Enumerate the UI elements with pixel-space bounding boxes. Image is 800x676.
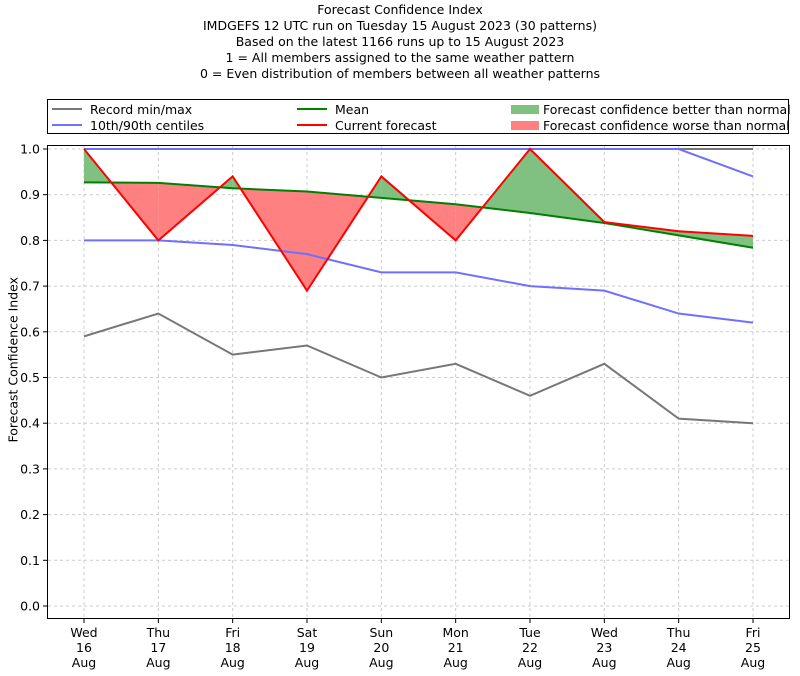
legend-swatch-better xyxy=(511,104,539,114)
x-tick-label-month: Aug xyxy=(518,655,542,670)
legend-swatch-centiles xyxy=(52,124,82,126)
x-tick-label-date: 17 xyxy=(150,640,166,655)
y-tick-label: 0.3 xyxy=(20,461,40,476)
legend-item-current: Current forecast xyxy=(297,117,436,133)
x-tick-label-month: Aug xyxy=(220,655,244,670)
legend-swatch-mean xyxy=(297,108,327,110)
confidence-fills xyxy=(84,149,753,291)
series-line-current-forecast xyxy=(83,147,754,293)
x-tick-label-date: 18 xyxy=(225,640,241,655)
y-tick-label: 0.9 xyxy=(20,187,40,202)
x-ticks: Wed16AugThu17AugFri18AugSat19AugSun20Aug… xyxy=(70,618,765,670)
x-tick-label-day: Sat xyxy=(297,625,318,640)
legend-label-worse: Forecast confidence worse than normal xyxy=(543,117,790,133)
x-tick-label-date: 24 xyxy=(671,640,687,655)
y-tick-label: 0.0 xyxy=(20,599,40,614)
y-tick-label: 1.0 xyxy=(20,142,40,157)
legend-label-record: Record min/max xyxy=(90,101,193,117)
x-tick-label-date: 25 xyxy=(745,640,761,655)
legend-item-mean: Mean xyxy=(297,101,369,117)
legend-swatch-current xyxy=(297,124,327,126)
y-tick-label: 0.6 xyxy=(20,324,40,339)
series-line-record-min xyxy=(83,312,754,425)
x-tick-label-day: Sun xyxy=(369,625,393,640)
chart-legend: Record min/max 10th/90th centiles Mean C… xyxy=(47,99,791,134)
x-tick-label-day: Wed xyxy=(591,625,618,640)
legend-item-better: Forecast confidence better than normal xyxy=(511,101,791,117)
x-tick-label-day: Tue xyxy=(518,625,541,640)
x-tick-label-month: Aug xyxy=(741,655,765,670)
y-tick-label: 0.5 xyxy=(20,370,40,385)
x-tick-label-day: Wed xyxy=(70,625,97,640)
x-tick-label-month: Aug xyxy=(369,655,393,670)
x-tick-label-day: Thu xyxy=(666,625,690,640)
legend-swatch-worse xyxy=(511,120,539,130)
legend-item-worse: Forecast confidence worse than normal xyxy=(511,117,790,133)
x-tick-label-month: Aug xyxy=(295,655,319,670)
x-tick-label-date: 21 xyxy=(448,640,464,655)
chart-subtitle-4: 0 = Even distribution of members between… xyxy=(199,66,601,81)
y-tick-label: 0.8 xyxy=(20,233,40,248)
chart-title-block: Forecast Confidence Index IMDGEFS 12 UTC… xyxy=(0,2,800,82)
legend-label-better: Forecast confidence better than normal xyxy=(543,101,791,117)
series-line-10th-centile xyxy=(84,239,754,324)
series-lines xyxy=(83,147,754,425)
x-tick-label-day: Mon xyxy=(442,625,468,640)
x-tick-label-date: 16 xyxy=(76,640,92,655)
chart-title: Forecast Confidence Index xyxy=(317,2,483,17)
chart-subtitle-3: 1 = All members assigned to the same wea… xyxy=(225,50,575,65)
x-tick-label-month: Aug xyxy=(146,655,170,670)
x-tick-label-date: 22 xyxy=(522,640,538,655)
x-tick-label-month: Aug xyxy=(666,655,690,670)
legend-label-centiles: 10th/90th centiles xyxy=(90,117,205,133)
legend-label-mean: Mean xyxy=(335,101,370,117)
y-tick-label: 0.1 xyxy=(20,553,40,568)
grid-lines xyxy=(48,146,789,618)
legend-label-current: Current forecast xyxy=(335,117,437,133)
legend-item-record: Record min/max xyxy=(52,101,192,117)
plot-frame xyxy=(47,145,790,619)
series-line-mean xyxy=(83,181,754,249)
x-tick-label-month: Aug xyxy=(592,655,616,670)
legend-swatch-record xyxy=(52,108,82,110)
y-tick-label: 0.2 xyxy=(20,507,40,522)
x-tick-label-day: Thu xyxy=(146,625,170,640)
x-tick-label-month: Aug xyxy=(72,655,96,670)
y-ticks: 0.0 0.1 0.2 0.3 0.4 0.5 0.6 0.7 0.8 0.9 1.0 xyxy=(20,142,48,614)
chart-subtitle-1: IMDGEFS 12 UTC run on Tuesday 15 August … xyxy=(203,18,597,33)
x-tick-label-date: 23 xyxy=(596,640,612,655)
y-tick-label: 0.7 xyxy=(20,279,40,294)
series-line-90th-centile xyxy=(84,148,754,178)
x-tick-label-month: Aug xyxy=(443,655,467,670)
x-tick-label-day: Fri xyxy=(746,625,761,640)
x-tick-label-date: 19 xyxy=(299,640,315,655)
x-tick-label-date: 20 xyxy=(373,640,389,655)
chart-subtitle-2: Based on the latest 1166 runs up to 15 A… xyxy=(235,34,565,49)
y-tick-label: 0.4 xyxy=(20,416,40,431)
legend-item-centiles: 10th/90th centiles xyxy=(52,117,204,133)
x-tick-label-day: Fri xyxy=(225,625,240,640)
